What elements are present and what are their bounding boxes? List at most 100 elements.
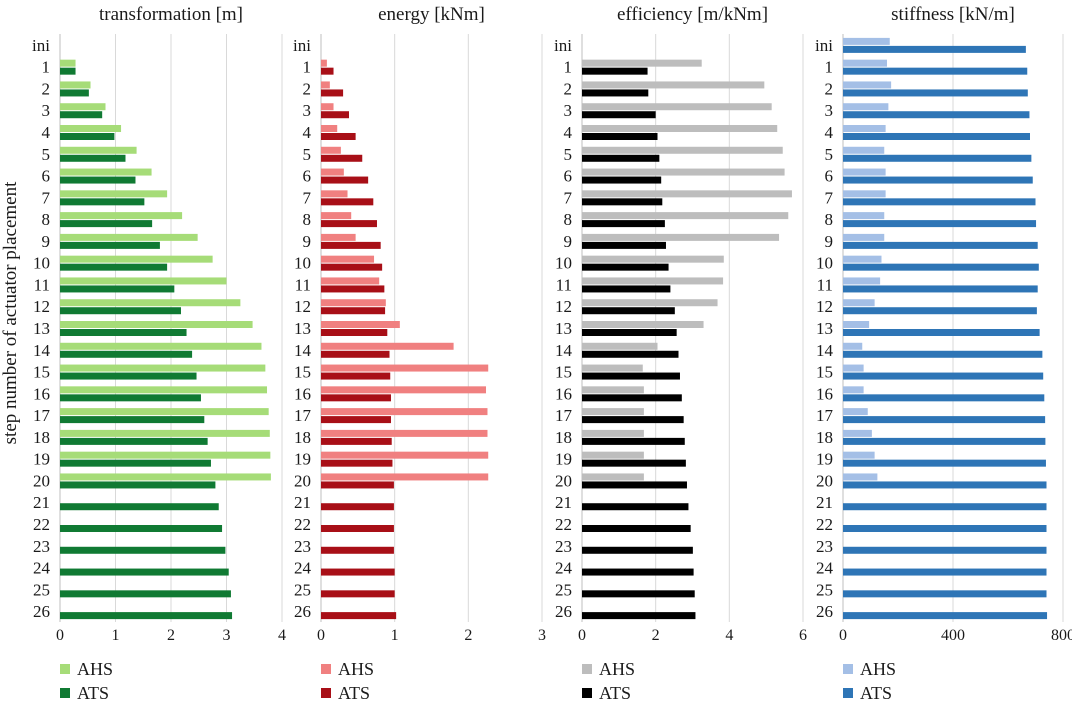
legend-swatch-ahs: [321, 664, 331, 674]
legend-swatch-ats: [582, 688, 592, 698]
bar-ats-12: [843, 307, 1037, 315]
category-label: 10: [294, 254, 311, 273]
bar-ahs-20: [321, 473, 489, 481]
bar-ats-12: [321, 307, 386, 315]
category-label: 23: [33, 537, 50, 556]
bar-ahs-16: [60, 386, 268, 394]
category-label: 18: [294, 428, 311, 447]
category-label: 5: [303, 145, 312, 164]
x-tick-label: 4: [278, 627, 286, 644]
bar-ahs-2: [843, 81, 892, 89]
category-label: 13: [33, 319, 50, 338]
bar-ats-16: [843, 394, 1045, 402]
bar-ats-4: [843, 133, 1030, 140]
bar-ats-14: [582, 350, 679, 358]
bar-ahs-20: [60, 473, 271, 481]
bar-ats-3: [582, 111, 656, 119]
category-label: 3: [564, 101, 573, 120]
category-label: 19: [816, 450, 833, 469]
category-label: 25: [816, 580, 833, 599]
category-label: 24: [294, 559, 312, 578]
x-tick-label: 6: [799, 627, 807, 644]
bar-ahs-15: [843, 364, 864, 372]
legend-label-ahs: AHS: [599, 659, 635, 679]
bar-ahs-14: [843, 342, 863, 350]
category-label: 10: [555, 254, 572, 273]
bar-ahs-13: [582, 321, 704, 328]
bar-ats-10: [843, 263, 1039, 271]
bar-ats-10: [60, 263, 168, 271]
bar-ahs-12: [321, 299, 386, 307]
bar-ahs-8: [582, 212, 789, 220]
bar-ats-5: [843, 154, 1032, 162]
bar-ats-9: [843, 241, 1038, 249]
bar-ahs-ini: [843, 37, 890, 45]
bar-ahs-6: [60, 168, 152, 176]
bar-ats-4: [321, 133, 356, 140]
category-label: ini: [815, 36, 833, 55]
bar-ats-18: [582, 437, 685, 445]
bar-ahs-3: [321, 103, 334, 111]
bar-ahs-2: [321, 81, 330, 89]
bar-ats-21: [321, 503, 394, 511]
chart-title: efficiency [m/kNm]: [617, 4, 768, 25]
bar-ahs-14: [321, 342, 454, 350]
category-label: 22: [33, 515, 50, 534]
category-label: 7: [42, 188, 51, 207]
bar-ats-19: [60, 459, 211, 467]
legend-label-ats: ATS: [77, 683, 109, 703]
x-tick-label: 0: [578, 627, 586, 644]
category-label: 11: [817, 275, 833, 294]
category-label: 12: [816, 297, 833, 316]
bar-ahs-19: [843, 451, 875, 459]
bar-ahs-8: [60, 212, 183, 220]
bar-ats-7: [321, 198, 374, 206]
bar-ats-24: [843, 568, 1047, 576]
bar-ahs-7: [321, 190, 348, 198]
bar-ahs-15: [321, 364, 489, 372]
bar-ahs-12: [60, 299, 241, 307]
bar-ats-26: [843, 612, 1048, 620]
bar-ats-2: [843, 89, 1028, 97]
category-label: 17: [816, 406, 834, 425]
bar-ahs-6: [321, 168, 344, 176]
chart-panel-1: energy [kNm]0 1 2 3ini123456789101112131415…: [293, 4, 546, 703]
bar-ats-19: [843, 459, 1046, 467]
bar-ats-13: [582, 329, 677, 336]
category-label: 3: [42, 101, 51, 120]
category-label: 21: [33, 493, 50, 512]
bar-ahs-7: [843, 190, 886, 198]
bar-ats-8: [843, 220, 1037, 228]
x-tick-label: 400: [941, 627, 965, 644]
category-label: 11: [34, 275, 50, 294]
category-label: 17: [33, 406, 51, 425]
bar-ahs-8: [321, 212, 352, 220]
category-label: 19: [294, 450, 311, 469]
x-tick-label: 1: [391, 627, 399, 644]
bar-ats-11: [60, 285, 175, 293]
category-label: 4: [825, 123, 834, 142]
x-tick-label: 0: [317, 627, 325, 644]
bar-ats-11: [843, 285, 1038, 293]
category-label: 19: [33, 450, 50, 469]
category-label: 3: [825, 101, 834, 120]
bar-ats-16: [582, 394, 682, 402]
bar-ahs-6: [843, 168, 886, 176]
bar-ahs-14: [60, 342, 262, 350]
category-label: 20: [816, 471, 833, 490]
category-label: 5: [42, 145, 51, 164]
bar-ats-10: [321, 263, 383, 271]
category-label: 4: [42, 123, 51, 142]
bar-ats-1: [582, 67, 648, 75]
chart-title: energy [kNm]: [378, 4, 485, 25]
category-label: 10: [816, 254, 833, 273]
category-label: 24: [555, 559, 573, 578]
bar-ats-8: [321, 220, 377, 228]
bar-ahs-14: [582, 342, 658, 350]
bar-ats-12: [582, 307, 675, 315]
bar-ats-17: [321, 416, 391, 424]
bar-ats-2: [321, 89, 344, 97]
bar-ahs-13: [60, 321, 253, 328]
x-tick-label: 4: [725, 627, 733, 644]
